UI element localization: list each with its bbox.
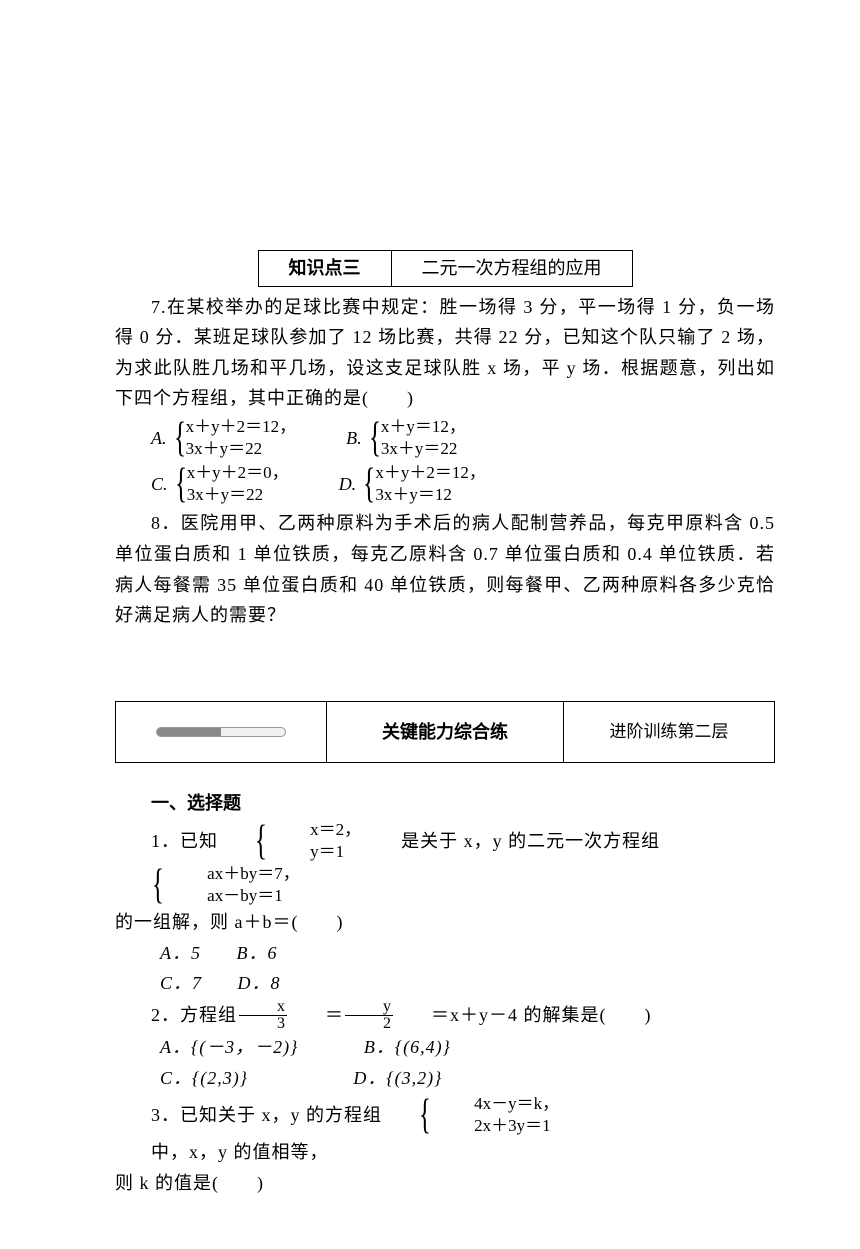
eq: x＋y＋2＝0，: [187, 462, 289, 484]
q2-opts-cd: C．{(2,3)} D．{(3,2)}: [115, 1063, 775, 1094]
q7-option-a: A. { x＋y＋2＝12， 3x＋y＝22: [151, 416, 296, 460]
opt: D．{(3,2)}: [353, 1068, 442, 1088]
q2-opts-ab: A．{(－3，－2)} B．{(6,4)}: [115, 1032, 775, 1063]
sec-q1-line1: 1．已知 { x＝2， y＝1 是关于 x，y 的二元一次方程组 { ax＋by…: [115, 819, 775, 907]
eq: x＋y＝12，: [381, 416, 466, 438]
option-label-a: A.: [151, 423, 167, 454]
section-subtitle: 进阶训练第二层: [564, 701, 775, 763]
eq: 3x＋y＝22: [381, 438, 466, 460]
opt: A．{(－3，－2)}: [160, 1037, 298, 1057]
progress-bar-icon: [156, 727, 286, 737]
eq: 4x－y＝k，: [438, 1093, 559, 1115]
left-brace-icon: {: [175, 463, 187, 505]
left-brace-icon: {: [233, 820, 267, 862]
q2-suffix: ＝x＋y－4 的解集是( ): [395, 1000, 652, 1031]
q1-suffix: 的一组解，则 a＋b＝( ): [115, 907, 775, 938]
eq: x＋y＋2＝12，: [186, 416, 297, 438]
progress-fill: [157, 728, 221, 736]
q2-prefix: 2．方程组: [115, 1000, 237, 1031]
progress-cell: [116, 701, 327, 763]
left-brace-icon: {: [174, 417, 186, 459]
sec-q3-line: 3．已知关于 x，y 的方程组 { 4x－y＝k， 2x＋3y＝1 中，x，y …: [115, 1093, 775, 1168]
q7-option-c: C. { x＋y＋2＝0， 3x＋y＝22: [151, 462, 289, 506]
q3-prefix: 3．已知关于 x，y 的方程组: [115, 1100, 382, 1131]
section-header-table: 关键能力综合练 进阶训练第二层: [115, 701, 775, 764]
eq: 3x＋y＝22: [186, 438, 297, 460]
question-7-text: 7.在某校举办的足球比赛中规定：胜一场得 3 分，平一场得 1 分，负一场得 0…: [115, 292, 775, 414]
opt: C．{(2,3)}: [160, 1068, 248, 1088]
q7-options-row1: A. { x＋y＋2＝12， 3x＋y＝22 B. { x＋y＝12， 3x＋y…: [115, 416, 775, 460]
eq: 3x＋y＝12: [375, 484, 486, 506]
q1-mid: 是关于 x，y 的二元一次方程组: [365, 826, 660, 857]
eq: ax＋by＝7，: [171, 863, 300, 885]
q1-opts-cd: C．7 D．8: [115, 968, 775, 999]
opt: A．5: [160, 943, 201, 963]
eq: x＋y＋2＝12，: [375, 462, 486, 484]
sec-q2-line: 2．方程组 x 3 ＝ y 2 ＝x＋y－4 的解集是( ): [115, 999, 775, 1032]
opt: B．{(6,4)}: [364, 1037, 451, 1057]
opt: D．8: [238, 973, 281, 993]
question-8-text: 8．医院用甲、乙两种原料为手术后的病人配制营养品，每克甲原料含 0.5 单位蛋白…: [115, 508, 775, 630]
q7-options-row2: C. { x＋y＋2＝0， 3x＋y＝22 D. { x＋y＋2＝12， 3x＋…: [115, 462, 775, 506]
eq-mid: ＝: [289, 1000, 343, 1031]
eq: 3x＋y＝22: [187, 484, 289, 506]
eq: y＝1: [274, 841, 361, 863]
section-title: 关键能力综合练: [326, 701, 563, 763]
q1-opts-ab: A．5 B．6: [115, 938, 775, 969]
frac-top: x: [239, 999, 287, 1016]
q1-prefix: 1．已知: [115, 826, 218, 857]
part1-heading: 一、选择题: [115, 788, 775, 819]
eq: ax－by＝1: [171, 885, 300, 907]
frac-top: y: [345, 999, 393, 1016]
option-label-d: D.: [339, 469, 357, 500]
q7-option-b: B. { x＋y＝12， 3x＋y＝22: [346, 416, 466, 460]
left-brace-icon: {: [397, 1094, 431, 1136]
q3-mid: 中，x，y 的值相等，: [115, 1137, 329, 1168]
eq: x＝2，: [274, 819, 361, 841]
knowledge-title: 二元一次方程组的应用: [391, 251, 632, 287]
frac-bot: 2: [345, 1016, 393, 1032]
eq: 2x＋3y＝1: [438, 1115, 559, 1137]
knowledge-label: 知识点三: [258, 251, 391, 287]
option-label-b: B.: [346, 423, 362, 454]
fraction: y 2: [345, 999, 393, 1032]
option-label-c: C.: [151, 469, 168, 500]
fraction: x 3: [239, 999, 287, 1032]
left-brace-icon: {: [363, 463, 375, 505]
knowledge-point-header: 知识点三 二元一次方程组的应用: [258, 250, 633, 287]
left-brace-icon: {: [369, 417, 381, 459]
frac-bot: 3: [239, 1016, 287, 1032]
opt: B．6: [237, 943, 278, 963]
opt: C．7: [160, 973, 202, 993]
left-brace-icon: {: [130, 864, 164, 906]
q7-option-d: D. { x＋y＋2＝12， 3x＋y＝12: [339, 462, 486, 506]
q3-suffix: 则 k 的值是( ): [115, 1168, 775, 1199]
